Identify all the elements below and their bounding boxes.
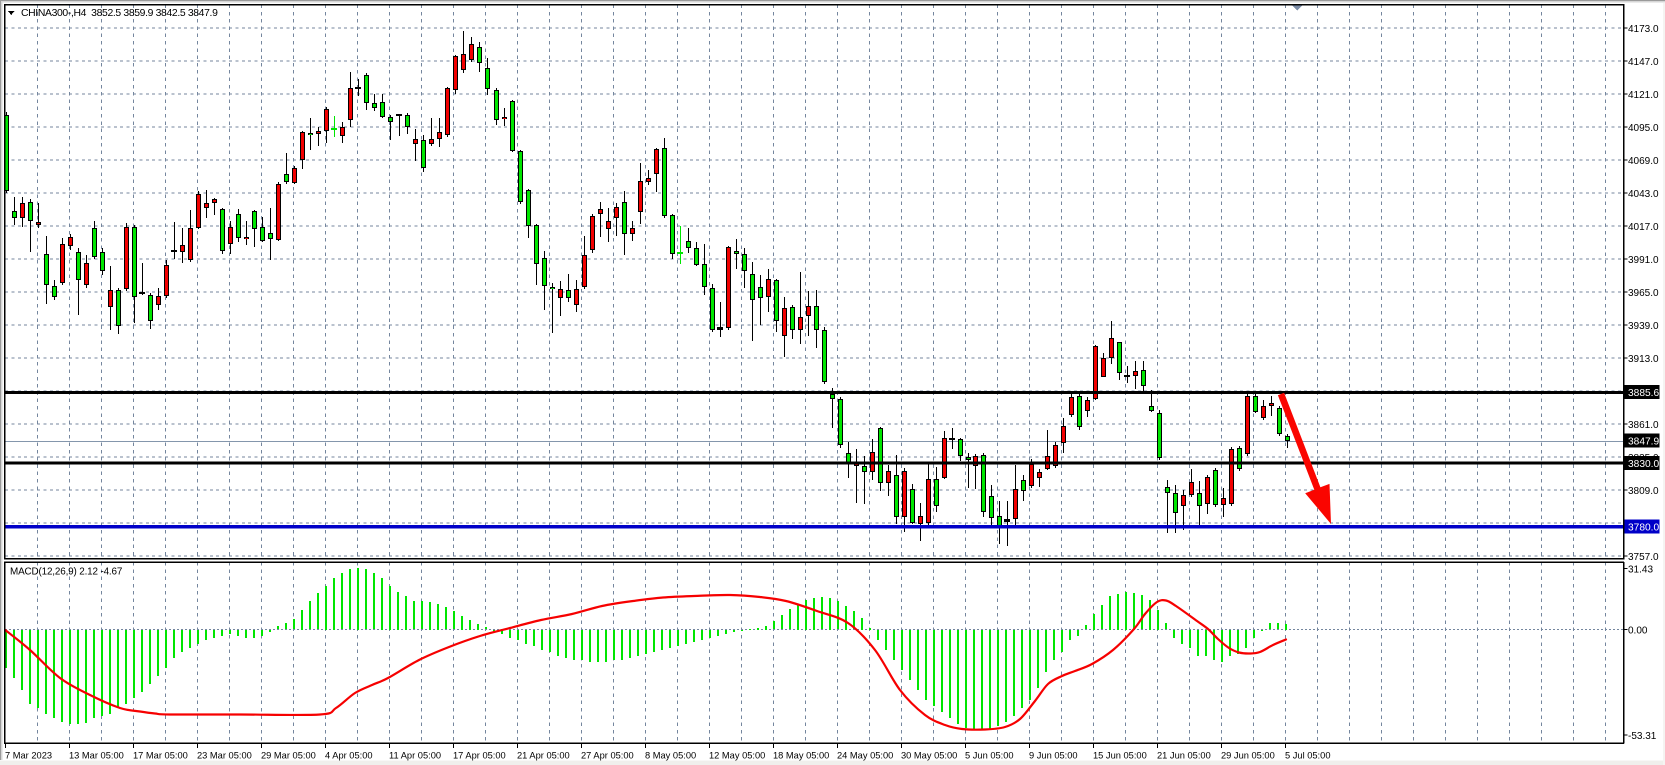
svg-text:CHINA300-,H4 3852.5 3859.9 38: CHINA300-,H4 3852.5 3859.9 3842.5 3847.9 [21,8,218,19]
svg-text:17 Mar 05:00: 17 Mar 05:00 [133,751,188,761]
svg-text:4069.0: 4069.0 [1628,156,1659,167]
svg-text:3757.0: 3757.0 [1628,552,1659,563]
svg-text:-53.31: -53.31 [1628,731,1657,742]
svg-text:30 May 05:00: 30 May 05:00 [901,751,957,761]
svg-text:21 Apr 05:00: 21 Apr 05:00 [517,751,570,761]
svg-text:4121.0: 4121.0 [1628,90,1659,101]
svg-text:23 Mar 05:00: 23 Mar 05:00 [197,751,252,761]
svg-text:3965.0: 3965.0 [1628,288,1659,299]
svg-text:5 Jul 05:00: 5 Jul 05:00 [1285,751,1331,761]
svg-text:17 Apr 05:00: 17 Apr 05:00 [453,751,506,761]
svg-text:13 Mar 05:00: 13 Mar 05:00 [69,751,124,761]
svg-text:12 May 05:00: 12 May 05:00 [709,751,765,761]
svg-text:0.00: 0.00 [1628,625,1648,636]
svg-text:29 Jun 05:00: 29 Jun 05:00 [1221,751,1275,761]
svg-text:3780.0: 3780.0 [1628,522,1659,533]
svg-text:4 Apr 05:00: 4 Apr 05:00 [325,751,373,761]
svg-text:3913.0: 3913.0 [1628,354,1659,365]
svg-text:21 Jun 05:00: 21 Jun 05:00 [1157,751,1211,761]
svg-text:7 Mar 2023: 7 Mar 2023 [5,751,52,761]
svg-text:3861.0: 3861.0 [1628,420,1659,431]
svg-text:3939.0: 3939.0 [1628,321,1659,332]
svg-text:3991.0: 3991.0 [1628,255,1659,266]
svg-text:4043.0: 4043.0 [1628,189,1659,200]
svg-text:27 Apr 05:00: 27 Apr 05:00 [581,751,634,761]
svg-text:29 Mar 05:00: 29 Mar 05:00 [261,751,316,761]
svg-text:3885.6: 3885.6 [1628,388,1659,399]
svg-text:11 Apr 05:00: 11 Apr 05:00 [389,751,441,761]
svg-text:9 Jun 05:00: 9 Jun 05:00 [1029,751,1078,761]
svg-text:4017.0: 4017.0 [1628,222,1659,233]
svg-text:24 May 05:00: 24 May 05:00 [837,751,893,761]
svg-text:3830.0: 3830.0 [1628,459,1659,470]
svg-text:5 Jun 05:00: 5 Jun 05:00 [965,751,1014,761]
svg-text:4095.0: 4095.0 [1628,123,1659,134]
svg-text:4147.0: 4147.0 [1628,57,1659,68]
svg-text:18 May 05:00: 18 May 05:00 [773,751,829,761]
svg-text:4173.0: 4173.0 [1628,24,1659,35]
svg-text:8 May 05:00: 8 May 05:00 [645,751,696,761]
svg-text:15 Jun 05:00: 15 Jun 05:00 [1093,751,1147,761]
svg-text:31.43: 31.43 [1628,564,1653,575]
svg-text:3809.0: 3809.0 [1628,486,1659,497]
svg-text:3847.9: 3847.9 [1628,436,1659,447]
svg-text:MACD(12,26,9) 2.12 -4.67: MACD(12,26,9) 2.12 -4.67 [10,567,122,578]
